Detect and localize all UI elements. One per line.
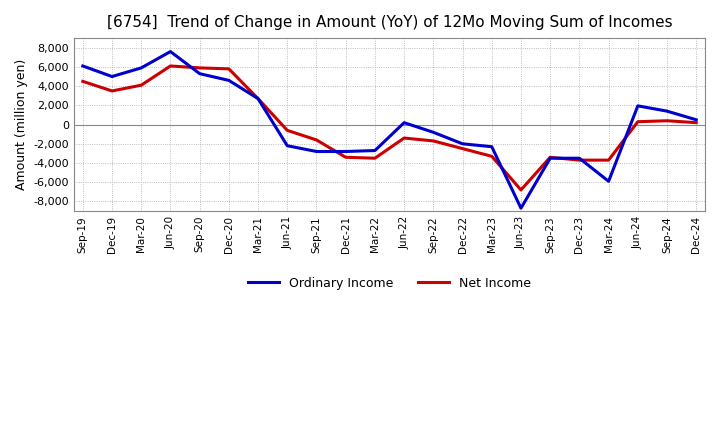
Ordinary Income — [400, 120, 408, 125]
Net Income — [253, 96, 262, 101]
Net Income — [400, 136, 408, 141]
Ordinary Income — [371, 148, 379, 153]
Title: [6754]  Trend of Change in Amount (YoY) of 12Mo Moving Sum of Incomes: [6754] Trend of Change in Amount (YoY) o… — [107, 15, 672, 30]
Net Income — [341, 154, 350, 160]
Line: Ordinary Income: Ordinary Income — [83, 51, 696, 208]
Net Income — [692, 120, 701, 125]
Ordinary Income — [662, 109, 671, 114]
Net Income — [662, 118, 671, 123]
Y-axis label: Amount (million yen): Amount (million yen) — [15, 59, 28, 190]
Ordinary Income — [312, 149, 321, 154]
Ordinary Income — [253, 96, 262, 101]
Ordinary Income — [604, 179, 613, 184]
Net Income — [487, 154, 496, 159]
Net Income — [137, 83, 145, 88]
Line: Net Income: Net Income — [83, 66, 696, 190]
Net Income — [604, 158, 613, 163]
Ordinary Income — [341, 149, 350, 154]
Net Income — [429, 138, 438, 143]
Ordinary Income — [195, 71, 204, 76]
Net Income — [634, 119, 642, 125]
Net Income — [283, 128, 292, 133]
Ordinary Income — [137, 65, 145, 70]
Net Income — [546, 154, 554, 160]
Ordinary Income — [575, 156, 584, 161]
Legend: Ordinary Income, Net Income: Ordinary Income, Net Income — [243, 272, 536, 295]
Net Income — [108, 88, 117, 94]
Ordinary Income — [458, 141, 467, 147]
Net Income — [195, 65, 204, 70]
Ordinary Income — [487, 144, 496, 149]
Net Income — [575, 158, 584, 163]
Net Income — [458, 146, 467, 151]
Net Income — [78, 79, 87, 84]
Net Income — [166, 63, 175, 69]
Net Income — [225, 66, 233, 72]
Ordinary Income — [78, 63, 87, 69]
Ordinary Income — [225, 78, 233, 83]
Ordinary Income — [166, 49, 175, 54]
Net Income — [517, 187, 526, 193]
Ordinary Income — [517, 205, 526, 211]
Net Income — [312, 137, 321, 143]
Ordinary Income — [283, 143, 292, 148]
Ordinary Income — [692, 117, 701, 122]
Net Income — [371, 156, 379, 161]
Ordinary Income — [634, 103, 642, 109]
Ordinary Income — [546, 156, 554, 161]
Ordinary Income — [429, 130, 438, 135]
Ordinary Income — [108, 74, 117, 79]
